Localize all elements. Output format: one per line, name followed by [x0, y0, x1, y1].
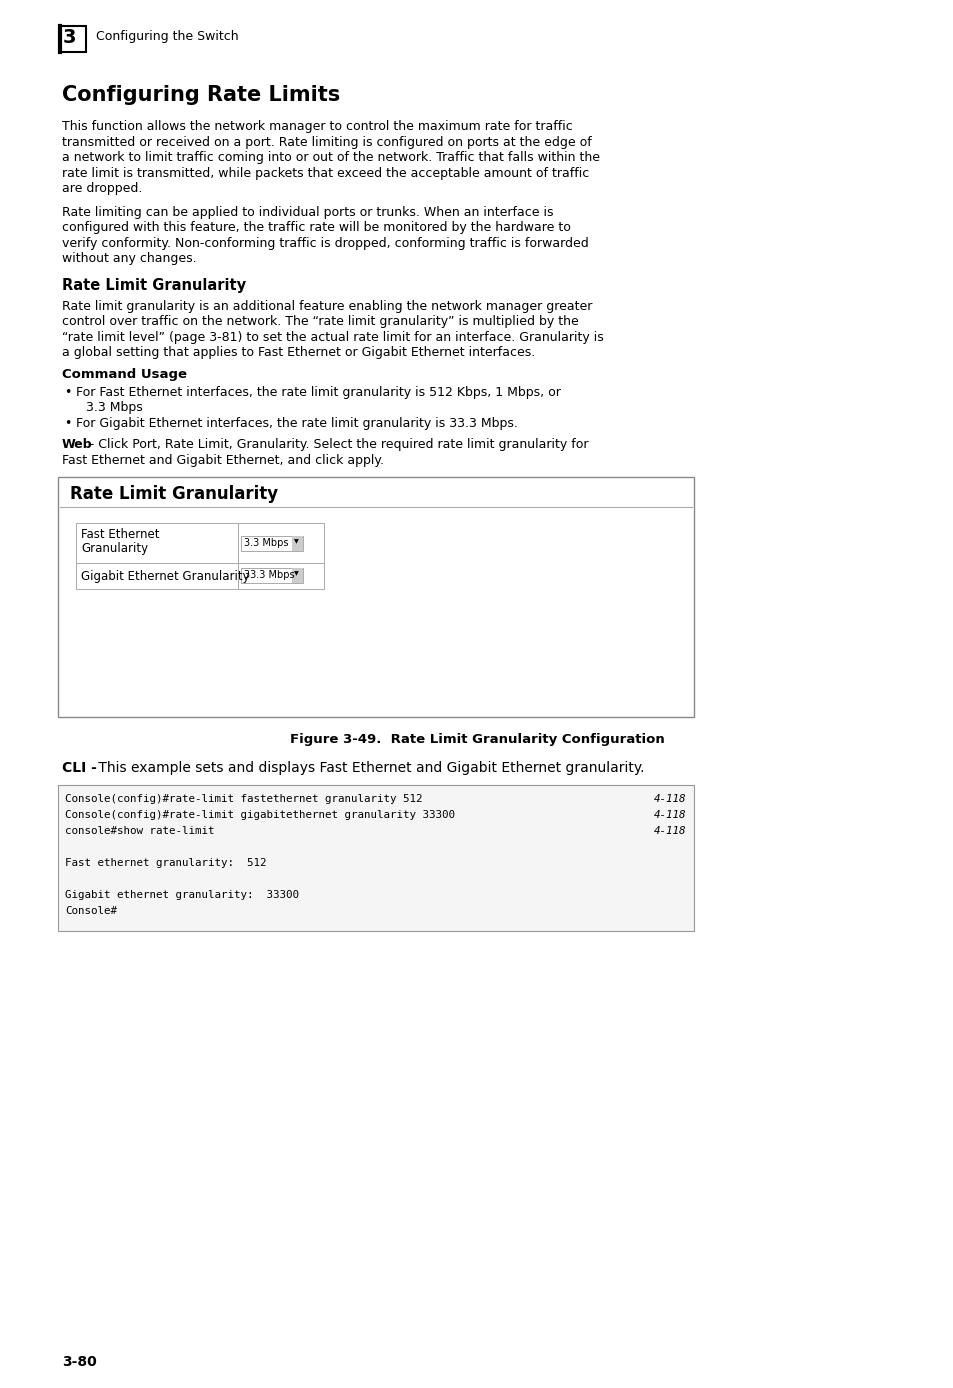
- Text: 3-80: 3-80: [62, 1355, 96, 1369]
- Text: Console(config)#rate-limit gigabitethernet granularity 33300: Console(config)#rate-limit gigabitethern…: [65, 811, 455, 820]
- Text: Fast ethernet granularity:  512: Fast ethernet granularity: 512: [65, 858, 266, 868]
- Text: Rate Limit Granularity: Rate Limit Granularity: [70, 484, 278, 502]
- Text: 3: 3: [63, 28, 76, 47]
- Text: 4-118: 4-118: [653, 794, 685, 804]
- Text: are dropped.: are dropped.: [62, 182, 142, 194]
- Text: transmitted or received on a port. Rate limiting is configured on ports at the e: transmitted or received on a port. Rate …: [62, 136, 591, 149]
- Text: Configuring Rate Limits: Configuring Rate Limits: [62, 85, 340, 105]
- Text: rate limit is transmitted, while packets that exceed the acceptable amount of tr: rate limit is transmitted, while packets…: [62, 167, 589, 179]
- Bar: [292, 568, 303, 583]
- Text: 4-118: 4-118: [653, 826, 685, 836]
- Text: Gigabit ethernet granularity:  33300: Gigabit ethernet granularity: 33300: [65, 890, 298, 899]
- Bar: [292, 536, 303, 551]
- Text: Figure 3-49.  Rate Limit Granularity Configuration: Figure 3-49. Rate Limit Granularity Conf…: [290, 733, 663, 745]
- Bar: [241, 568, 303, 583]
- Text: ▼: ▼: [294, 539, 298, 544]
- Text: Command Usage: Command Usage: [62, 368, 187, 380]
- Bar: [60, 26, 86, 51]
- Bar: [241, 536, 303, 551]
- Text: •: •: [64, 386, 71, 398]
- Text: Rate limit granularity is an additional feature enabling the network manager gre: Rate limit granularity is an additional …: [62, 300, 592, 312]
- Text: Configuring the Switch: Configuring the Switch: [96, 31, 238, 43]
- Text: CLI -: CLI -: [62, 761, 97, 775]
- Text: This example sets and displays Fast Ethernet and Gigabit Ethernet granularity.: This example sets and displays Fast Ethe…: [94, 761, 644, 775]
- Text: 3.3 Mbps: 3.3 Mbps: [244, 539, 288, 548]
- Bar: [76, 523, 324, 564]
- Bar: [58, 477, 693, 718]
- Text: Rate Limit Granularity: Rate Limit Granularity: [62, 278, 246, 293]
- Text: Console#: Console#: [65, 906, 117, 916]
- Text: a global setting that applies to Fast Ethernet or Gigabit Ethernet interfaces.: a global setting that applies to Fast Et…: [62, 346, 535, 359]
- Text: •: •: [64, 416, 71, 429]
- Text: 3.3 Mbps: 3.3 Mbps: [86, 401, 143, 414]
- Text: Console(config)#rate-limit fastethernet granularity 512: Console(config)#rate-limit fastethernet …: [65, 794, 422, 804]
- Text: 4-118: 4-118: [653, 811, 685, 820]
- Text: Rate limiting can be applied to individual ports or trunks. When an interface is: Rate limiting can be applied to individu…: [62, 205, 553, 218]
- Text: “rate limit level” (page 3-81) to set the actual rate limit for an interface. Gr: “rate limit level” (page 3-81) to set th…: [62, 330, 603, 343]
- Text: For Fast Ethernet interfaces, the rate limit granularity is 512 Kbps, 1 Mbps, or: For Fast Ethernet interfaces, the rate l…: [76, 386, 560, 398]
- Text: Fast Ethernet: Fast Ethernet: [81, 527, 159, 541]
- Text: control over traffic on the network. The “rate limit granularity” is multiplied : control over traffic on the network. The…: [62, 315, 578, 328]
- Text: For Gigabit Ethernet interfaces, the rate limit granularity is 33.3 Mbps.: For Gigabit Ethernet interfaces, the rat…: [76, 416, 517, 429]
- Text: configured with this feature, the traffic rate will be monitored by the hardware: configured with this feature, the traffi…: [62, 221, 570, 235]
- Text: Web: Web: [62, 439, 92, 451]
- Text: a network to limit traffic coming into or out of the network. Traffic that falls: a network to limit traffic coming into o…: [62, 151, 599, 164]
- Bar: [76, 564, 324, 589]
- Text: verify conformity. Non-conforming traffic is dropped, conforming traffic is forw: verify conformity. Non-conforming traffi…: [62, 236, 588, 250]
- Text: Granularity: Granularity: [81, 541, 148, 555]
- Text: without any changes.: without any changes.: [62, 253, 196, 265]
- Text: 33.3 Mbps: 33.3 Mbps: [244, 570, 294, 580]
- Text: This function allows the network manager to control the maximum rate for traffic: This function allows the network manager…: [62, 119, 572, 133]
- Text: Fast Ethernet and Gigabit Ethernet, and click apply.: Fast Ethernet and Gigabit Ethernet, and …: [62, 454, 384, 466]
- Text: console#show rate-limit: console#show rate-limit: [65, 826, 214, 836]
- Bar: [58, 786, 693, 931]
- Text: Gigabit Ethernet Granularity: Gigabit Ethernet Granularity: [81, 570, 250, 583]
- Text: ▼: ▼: [294, 570, 298, 576]
- Text: – Click Port, Rate Limit, Granularity. Select the required rate limit granularit: – Click Port, Rate Limit, Granularity. S…: [88, 439, 588, 451]
